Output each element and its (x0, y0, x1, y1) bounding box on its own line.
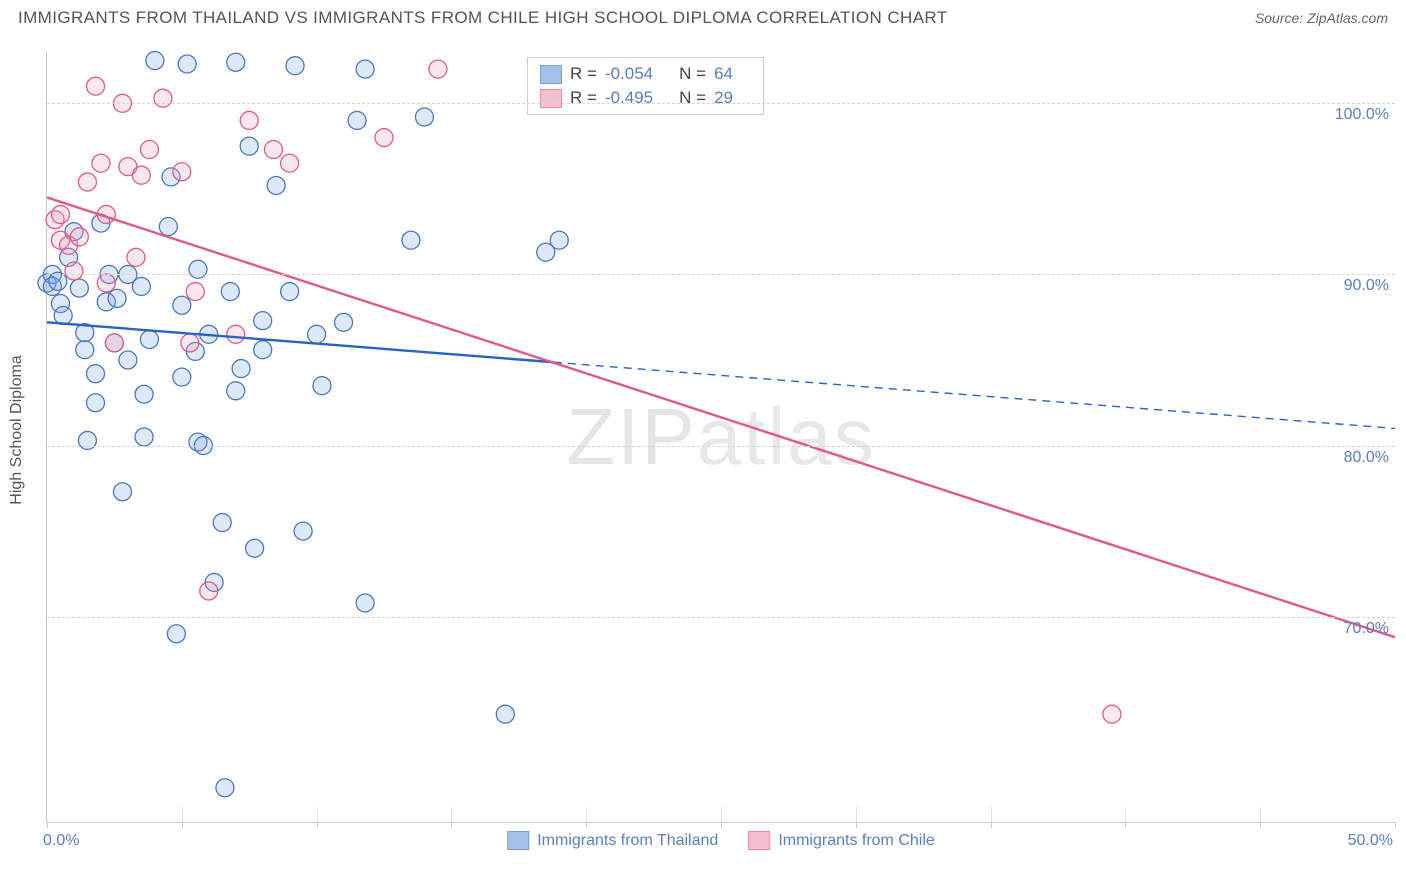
y-axis-label: High School Diploma (8, 355, 26, 504)
chart-svg (47, 52, 1395, 822)
legend-item-thailand: Immigrants from Thailand (507, 831, 718, 850)
swatch-chile (540, 89, 562, 108)
swatch-chile-icon (748, 831, 770, 850)
y-tick-label: 70.0% (1344, 620, 1389, 638)
swatch-thailand-icon (507, 831, 529, 850)
correlation-legend: R = -0.054 N = 64 R = -0.495 N = 29 (527, 57, 764, 115)
legend-row-thailand: R = -0.054 N = 64 (540, 62, 751, 86)
legend-row-chile: R = -0.495 N = 29 (540, 86, 751, 110)
y-tick-label: 80.0% (1344, 449, 1389, 467)
swatch-thailand (540, 65, 562, 84)
y-tick-label: 90.0% (1344, 277, 1389, 295)
x-tick-0: 0.0% (43, 832, 79, 850)
legend-item-chile: Immigrants from Chile (748, 831, 934, 850)
x-tick-50: 50.0% (1348, 832, 1393, 850)
scatter-chart: ZIPatlas R = -0.054 N = 64 R = -0.495 N … (46, 52, 1395, 823)
chart-title: IMMIGRANTS FROM THAILAND VS IMMIGRANTS F… (18, 8, 948, 28)
series-legend: Immigrants from Thailand Immigrants from… (507, 831, 935, 850)
y-tick-label: 100.0% (1335, 106, 1389, 124)
source-attribution: Source: ZipAtlas.com (1255, 10, 1388, 26)
